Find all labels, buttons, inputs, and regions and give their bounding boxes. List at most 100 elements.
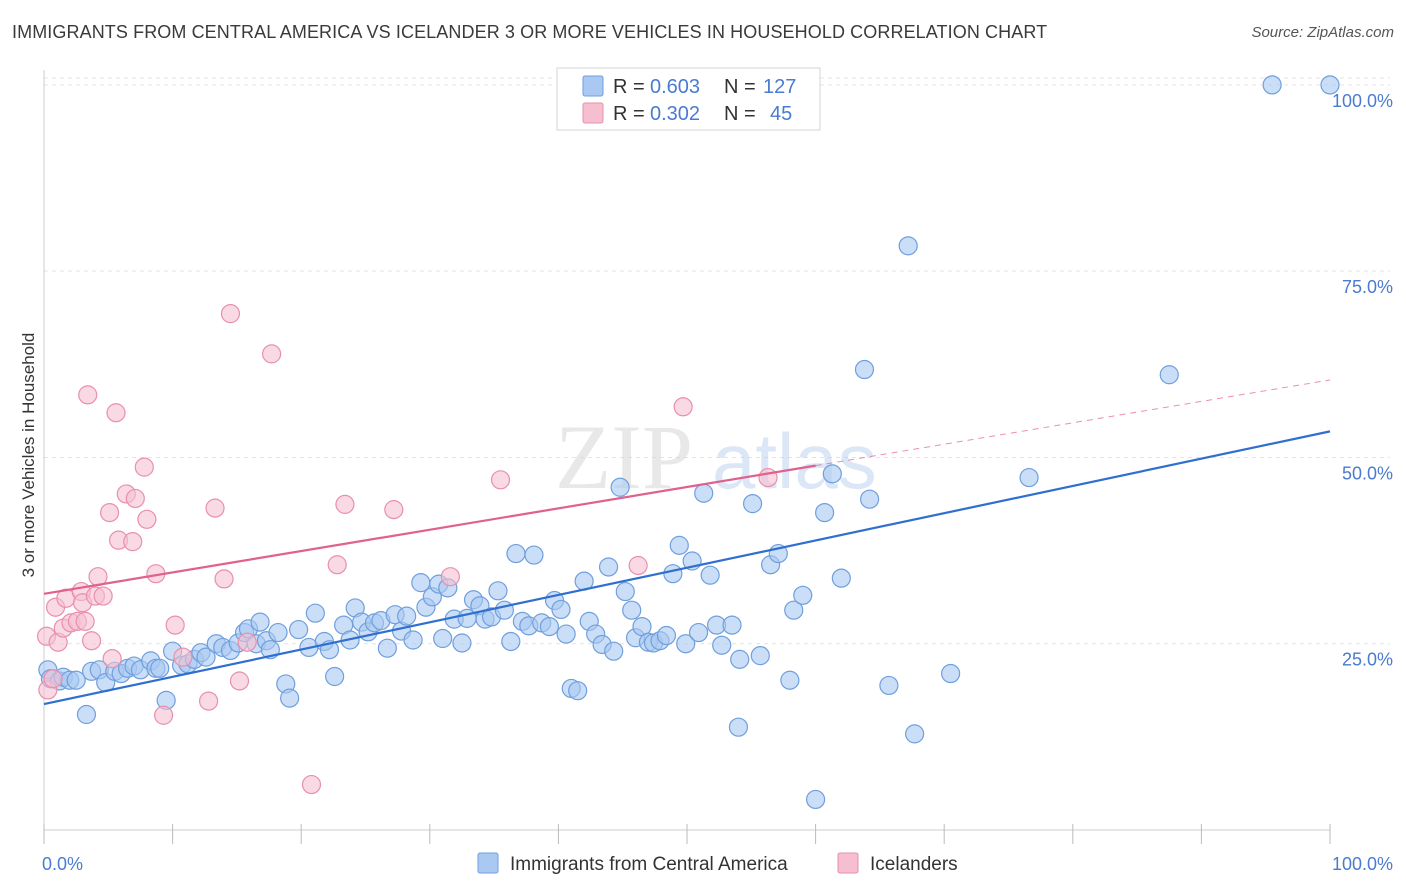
legend-stats: R = 0.603 N = 127 R = 0.302 N = 45: [556, 67, 821, 131]
x-tick-label: 100.0%: [1332, 854, 1393, 874]
scatter-point: [220, 304, 241, 324]
scatter-point: [815, 502, 835, 523]
scatter-point: [604, 641, 624, 661]
legend-n-value-blue: 127: [763, 76, 796, 98]
scatter-point: [700, 565, 720, 585]
scatter-point: [742, 494, 763, 514]
scatter-point: [860, 489, 880, 509]
watermark: ZIP atlas: [555, 406, 877, 508]
scatter-point: [229, 671, 250, 691]
scatter-point: [941, 663, 961, 684]
grid-lines: [44, 77, 1390, 645]
scatter-point: [150, 658, 170, 678]
scatter-point: [1019, 467, 1039, 488]
x-axis-ticks: [43, 824, 1331, 844]
chart-title: IMMIGRANTS FROM CENTRAL AMERICA VS ICELA…: [12, 22, 1048, 42]
scatter-point: [397, 606, 417, 626]
scatter-point: [440, 567, 460, 587]
scatter-point: [250, 612, 270, 632]
watermark-atlas: atlas: [712, 417, 877, 505]
scatter-point: [793, 585, 813, 605]
x-axis-tick-labels: 0.0% 100.0%: [42, 854, 1393, 874]
legend-series: Immigrants from Central America Icelande…: [477, 852, 958, 875]
scatter-point: [327, 555, 347, 575]
scatter-point: [805, 789, 826, 810]
scatter-point: [1320, 75, 1340, 95]
scatter-point: [268, 622, 288, 643]
scatter-point: [501, 631, 521, 652]
scatter-point: [199, 691, 219, 711]
scatter-point: [1262, 75, 1282, 95]
scatter-point: [490, 470, 511, 490]
scatter-point: [75, 611, 95, 631]
legend-r-value-blue: 0.603: [650, 76, 700, 98]
y-axis-title: 3 or more Vehicles in Household: [19, 333, 38, 578]
scatter-point: [123, 532, 143, 552]
scatter-point: [102, 649, 122, 669]
scatter-point: [134, 457, 154, 477]
scatter-point: [377, 638, 397, 658]
scatter-point: [722, 615, 742, 635]
scatter-point: [524, 545, 544, 565]
scatter-point: [488, 581, 508, 601]
scatter-point: [433, 628, 453, 649]
scatter-point: [568, 681, 588, 701]
scatter-point: [125, 488, 145, 509]
scatter-point: [831, 568, 851, 588]
scatter-point: [780, 670, 800, 690]
scatter-point: [712, 635, 732, 655]
scatter-point: [694, 483, 714, 503]
trend-line-central-america: [43, 430, 1331, 706]
legend-n-label-pink: N =: [724, 103, 756, 125]
legend-r-label-pink: R =: [613, 103, 645, 125]
scatter-point: [506, 543, 526, 564]
scatter-point: [898, 236, 918, 256]
scatter-point: [598, 557, 619, 577]
scatter-point: [656, 625, 677, 646]
legend-n-value-pink: 45: [770, 103, 792, 125]
scatter-point: [237, 632, 257, 652]
scatter-point: [494, 600, 514, 620]
scatter-point: [676, 634, 696, 654]
legend-n-label-blue: N =: [724, 76, 756, 98]
scatter-point: [43, 669, 63, 689]
scatter-point: [137, 509, 157, 529]
y-axis-tick-labels: 25.0% 50.0% 75.0% 100.0%: [1332, 91, 1393, 670]
y-tick-label: 50.0%: [1342, 463, 1393, 483]
series-icelanders-points: [36, 304, 778, 795]
trend-lines: [43, 379, 1331, 706]
scatter-point: [66, 670, 86, 690]
scatter-point: [384, 500, 404, 520]
scatter-point: [262, 344, 282, 364]
scatter-point: [758, 467, 778, 488]
y-tick-label: 75.0%: [1342, 277, 1393, 297]
scatter-point: [539, 616, 559, 637]
scatter-point: [403, 630, 423, 650]
scatter-point: [165, 615, 185, 635]
y-tick-label: 100.0%: [1332, 91, 1393, 111]
scatter-point: [615, 581, 635, 602]
scatter-point: [905, 724, 925, 744]
scatter-point: [205, 498, 225, 518]
scatter-point: [673, 397, 693, 417]
scatter-point: [335, 494, 355, 514]
legend-series-label-pink: Icelanders: [870, 854, 958, 875]
scatter-point: [452, 633, 472, 653]
scatter-point: [822, 464, 842, 484]
scatter-point: [280, 688, 300, 708]
scatter-point: [551, 599, 571, 620]
trend-line-icelanders-extension: [815, 379, 1331, 467]
legend-swatch-blue: [582, 75, 604, 97]
scatter-point: [99, 502, 120, 523]
scatter-point: [153, 705, 174, 725]
scatter-point: [173, 647, 193, 667]
legend-r-value-pink: 0.302: [650, 103, 700, 125]
scatter-point: [76, 704, 97, 725]
scatter-point: [81, 631, 102, 651]
legend-swatch-pink: [582, 102, 604, 124]
y-tick-label: 25.0%: [1342, 650, 1393, 670]
scatter-point: [879, 675, 899, 696]
legend-series-swatch-blue: [477, 852, 499, 874]
scatter-point: [1159, 365, 1179, 385]
